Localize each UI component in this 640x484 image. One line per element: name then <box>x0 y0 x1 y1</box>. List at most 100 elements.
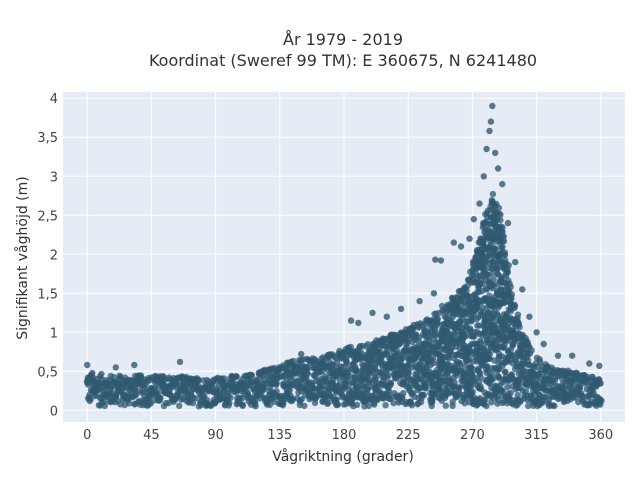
x-axis-ticks: 0 45 90 135 180 225 270 315 360 <box>83 428 613 443</box>
data-point <box>239 402 246 409</box>
data-point <box>489 102 496 110</box>
data-point <box>347 317 355 324</box>
data-point <box>225 402 232 409</box>
data-point <box>462 332 469 340</box>
data-point <box>457 243 465 250</box>
y-tick-label: 0,5 <box>37 365 58 380</box>
data-point <box>482 396 489 404</box>
data-points <box>83 102 605 410</box>
data-point <box>569 352 576 359</box>
data-point <box>598 397 605 405</box>
data-point <box>192 395 199 402</box>
data-point <box>492 245 500 253</box>
data-point <box>290 357 297 365</box>
data-point <box>490 276 497 283</box>
data-point <box>430 359 437 367</box>
data-point <box>525 402 532 409</box>
data-point <box>497 216 504 224</box>
data-point <box>525 342 532 349</box>
data-point <box>371 373 379 381</box>
data-point <box>157 395 164 402</box>
x-tick-label: 45 <box>143 428 160 443</box>
data-point <box>304 370 311 378</box>
data-point <box>89 369 96 377</box>
data-point <box>516 323 523 331</box>
y-tick-label: 3 <box>50 170 58 185</box>
data-point <box>404 361 412 368</box>
data-point <box>347 343 354 351</box>
data-point <box>400 390 407 397</box>
data-point <box>408 402 416 409</box>
data-point <box>540 340 547 348</box>
data-point <box>459 300 467 307</box>
data-point <box>442 402 449 409</box>
data-point <box>486 292 493 299</box>
y-tick-label: 4 <box>50 92 58 107</box>
data-point <box>432 256 439 263</box>
data-point <box>311 399 319 407</box>
y-tick-label: 1,5 <box>37 287 58 302</box>
data-point <box>492 149 499 157</box>
data-point <box>597 380 604 387</box>
x-tick-label: 315 <box>524 428 549 443</box>
data-point <box>365 402 372 410</box>
x-tick-label: 360 <box>588 428 613 443</box>
data-point <box>301 402 308 410</box>
data-point <box>420 391 428 399</box>
data-point <box>499 243 506 251</box>
data-point <box>494 165 502 172</box>
data-point <box>467 325 474 332</box>
data-point <box>98 370 105 378</box>
data-point <box>528 347 535 354</box>
data-point <box>500 238 508 245</box>
data-point <box>511 304 518 312</box>
x-tick-label: 135 <box>267 428 292 443</box>
data-point <box>477 373 484 381</box>
data-point <box>526 313 533 320</box>
y-axis-ticks: 0 0,5 1 1,5 2 2,5 3 3,5 4 <box>37 92 58 419</box>
data-point <box>554 352 562 359</box>
data-point <box>261 385 268 393</box>
data-point <box>504 219 512 227</box>
x-tick-label: 225 <box>396 428 421 443</box>
y-axis-title: Signifikant våghöjd (m) <box>14 176 31 339</box>
data-point <box>479 238 487 245</box>
data-point <box>466 235 473 242</box>
data-point <box>500 233 507 240</box>
chart-title: År 1979 - 2019 <box>283 30 403 49</box>
data-point <box>537 358 544 365</box>
data-point <box>116 372 123 379</box>
data-point <box>390 400 397 407</box>
x-tick-label: 0 <box>83 428 91 443</box>
data-point <box>502 257 509 264</box>
data-point <box>273 388 280 395</box>
data-point <box>371 401 378 408</box>
data-point <box>384 347 391 355</box>
data-point <box>514 314 521 322</box>
data-point <box>112 392 120 400</box>
data-point <box>487 118 495 125</box>
data-point <box>488 265 496 272</box>
data-point <box>364 341 371 348</box>
data-point <box>450 239 457 246</box>
data-point <box>227 394 234 401</box>
data-point <box>489 370 496 378</box>
data-point <box>504 384 511 391</box>
data-point <box>298 350 305 358</box>
data-point <box>189 399 197 407</box>
data-point <box>533 329 540 336</box>
x-tick-label: 270 <box>460 428 485 443</box>
data-point <box>321 373 329 380</box>
data-point <box>512 258 519 266</box>
data-point <box>576 383 583 391</box>
data-point <box>384 374 391 381</box>
data-point <box>334 401 342 408</box>
data-point <box>101 402 109 409</box>
data-point <box>586 360 593 367</box>
data-point <box>489 284 496 292</box>
data-point <box>489 190 497 198</box>
data-point <box>416 297 423 305</box>
data-point <box>176 402 183 409</box>
data-point <box>486 127 493 135</box>
